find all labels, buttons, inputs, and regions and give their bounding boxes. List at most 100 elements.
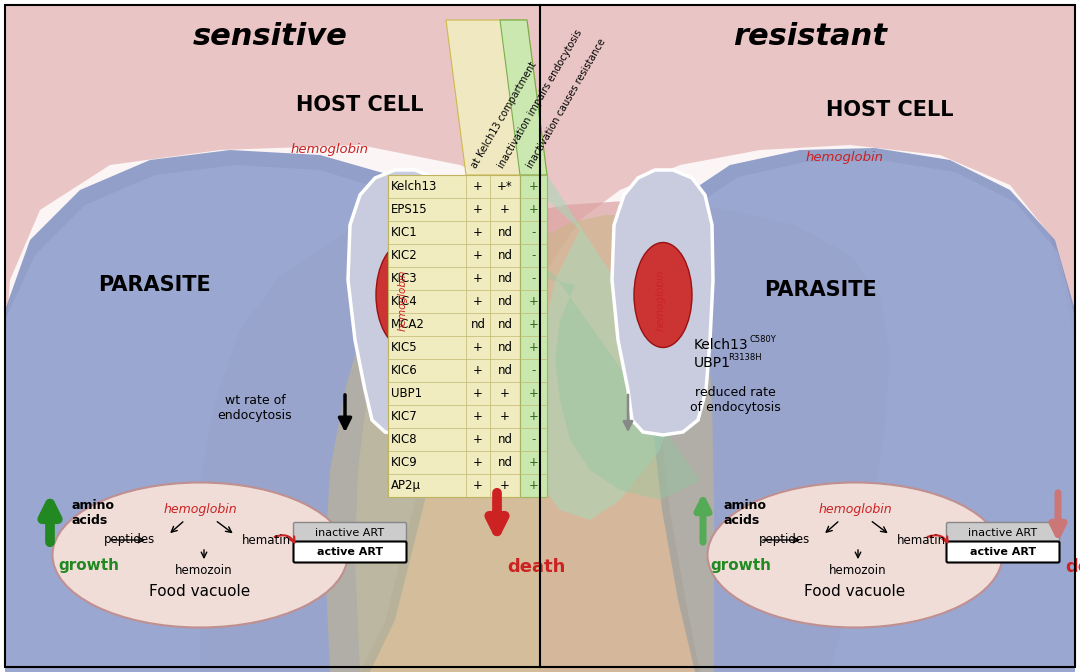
Text: +: +: [473, 226, 483, 239]
Text: +: +: [528, 341, 539, 354]
Text: at Kelch13 compartment: at Kelch13 compartment: [470, 60, 539, 170]
Text: peptides: peptides: [104, 534, 156, 546]
Text: peptides: peptides: [759, 534, 810, 546]
Text: active ART: active ART: [970, 547, 1036, 557]
Polygon shape: [540, 215, 714, 672]
Text: +: +: [473, 433, 483, 446]
Polygon shape: [348, 170, 456, 435]
Text: KIC8: KIC8: [391, 433, 418, 446]
Ellipse shape: [634, 243, 692, 347]
Text: hemozoin: hemozoin: [175, 564, 233, 577]
Text: +: +: [473, 387, 483, 400]
Text: amino
acids: amino acids: [72, 499, 114, 527]
Text: nd: nd: [498, 433, 513, 446]
Polygon shape: [612, 170, 713, 435]
FancyBboxPatch shape: [946, 523, 1059, 544]
Polygon shape: [540, 5, 1075, 340]
Text: PARASITE: PARASITE: [98, 275, 212, 295]
Text: inactivation impairs endocytosis: inactivation impairs endocytosis: [497, 28, 584, 170]
Text: hemoglobin: hemoglobin: [819, 503, 892, 517]
Text: hemoglobin: hemoglobin: [291, 144, 369, 157]
Text: -: -: [531, 433, 536, 446]
Text: nd: nd: [498, 364, 513, 377]
Text: active ART: active ART: [316, 547, 383, 557]
Text: MCA2: MCA2: [391, 318, 424, 331]
Text: +: +: [528, 203, 539, 216]
Text: wt rate of
endocytosis: wt rate of endocytosis: [218, 394, 293, 422]
Text: EPS15: EPS15: [391, 203, 428, 216]
Text: nd: nd: [498, 341, 513, 354]
Text: hematin: hematin: [897, 534, 946, 546]
Text: death: death: [507, 558, 565, 576]
Text: +: +: [473, 249, 483, 262]
Text: Food vacuole: Food vacuole: [149, 585, 251, 599]
Text: +: +: [473, 180, 483, 193]
Text: KIC6: KIC6: [391, 364, 418, 377]
Text: KIC9: KIC9: [391, 456, 418, 469]
Text: +: +: [500, 410, 510, 423]
Polygon shape: [500, 20, 546, 175]
Text: UBP1: UBP1: [391, 387, 422, 400]
Text: -: -: [531, 226, 536, 239]
Text: +: +: [528, 410, 539, 423]
Text: +: +: [473, 203, 483, 216]
Text: +: +: [528, 295, 539, 308]
Text: nd: nd: [471, 318, 486, 331]
Polygon shape: [5, 165, 445, 672]
Text: KIC1: KIC1: [391, 226, 418, 239]
Text: +: +: [473, 341, 483, 354]
Text: +: +: [500, 203, 510, 216]
Polygon shape: [325, 218, 540, 672]
Text: hemoglobin: hemoglobin: [399, 269, 408, 331]
Text: +: +: [528, 180, 539, 193]
Text: nd: nd: [498, 226, 513, 239]
Text: HOST CELL: HOST CELL: [826, 100, 954, 120]
Text: C580Y: C580Y: [750, 335, 777, 345]
Text: UBP1: UBP1: [694, 356, 731, 370]
Text: +: +: [528, 456, 539, 469]
Text: -: -: [531, 249, 536, 262]
Polygon shape: [5, 5, 540, 672]
Text: nd: nd: [498, 456, 513, 469]
Text: inactive ART: inactive ART: [315, 528, 384, 538]
Polygon shape: [519, 175, 680, 520]
Text: hemoglobin: hemoglobin: [163, 503, 237, 517]
Ellipse shape: [376, 243, 434, 347]
Text: -: -: [531, 364, 536, 377]
Text: +: +: [500, 387, 510, 400]
Text: Kelch13: Kelch13: [391, 180, 437, 193]
Ellipse shape: [707, 482, 1002, 628]
Text: +: +: [473, 410, 483, 423]
Text: KIC5: KIC5: [391, 341, 418, 354]
Text: R3138H: R3138H: [728, 353, 761, 362]
Text: nd: nd: [498, 295, 513, 308]
Text: +: +: [528, 479, 539, 492]
Text: +*: +*: [497, 180, 513, 193]
Text: nd: nd: [498, 249, 513, 262]
Text: HOST CELL: HOST CELL: [296, 95, 423, 115]
Text: sensitive: sensitive: [192, 22, 348, 51]
Text: +: +: [500, 479, 510, 492]
Polygon shape: [519, 175, 546, 497]
Text: +: +: [473, 295, 483, 308]
Polygon shape: [540, 5, 1075, 672]
Text: KIC4: KIC4: [391, 295, 418, 308]
Text: amino
acids: amino acids: [723, 499, 766, 527]
Polygon shape: [540, 200, 890, 672]
Text: +: +: [528, 387, 539, 400]
Text: KIC3: KIC3: [391, 272, 418, 285]
Polygon shape: [5, 150, 455, 672]
Text: +: +: [473, 364, 483, 377]
FancyBboxPatch shape: [294, 542, 406, 562]
Text: growth: growth: [710, 558, 771, 573]
Text: +: +: [473, 456, 483, 469]
FancyBboxPatch shape: [294, 523, 406, 544]
Polygon shape: [515, 271, 700, 500]
Text: hemoglobin: hemoglobin: [806, 151, 885, 165]
Text: hemoglobin: hemoglobin: [656, 269, 666, 331]
Text: KIC7: KIC7: [391, 410, 418, 423]
Polygon shape: [5, 5, 540, 350]
Text: hemozoin: hemozoin: [829, 564, 887, 577]
Polygon shape: [656, 160, 1075, 672]
Text: inactive ART: inactive ART: [969, 528, 1038, 538]
